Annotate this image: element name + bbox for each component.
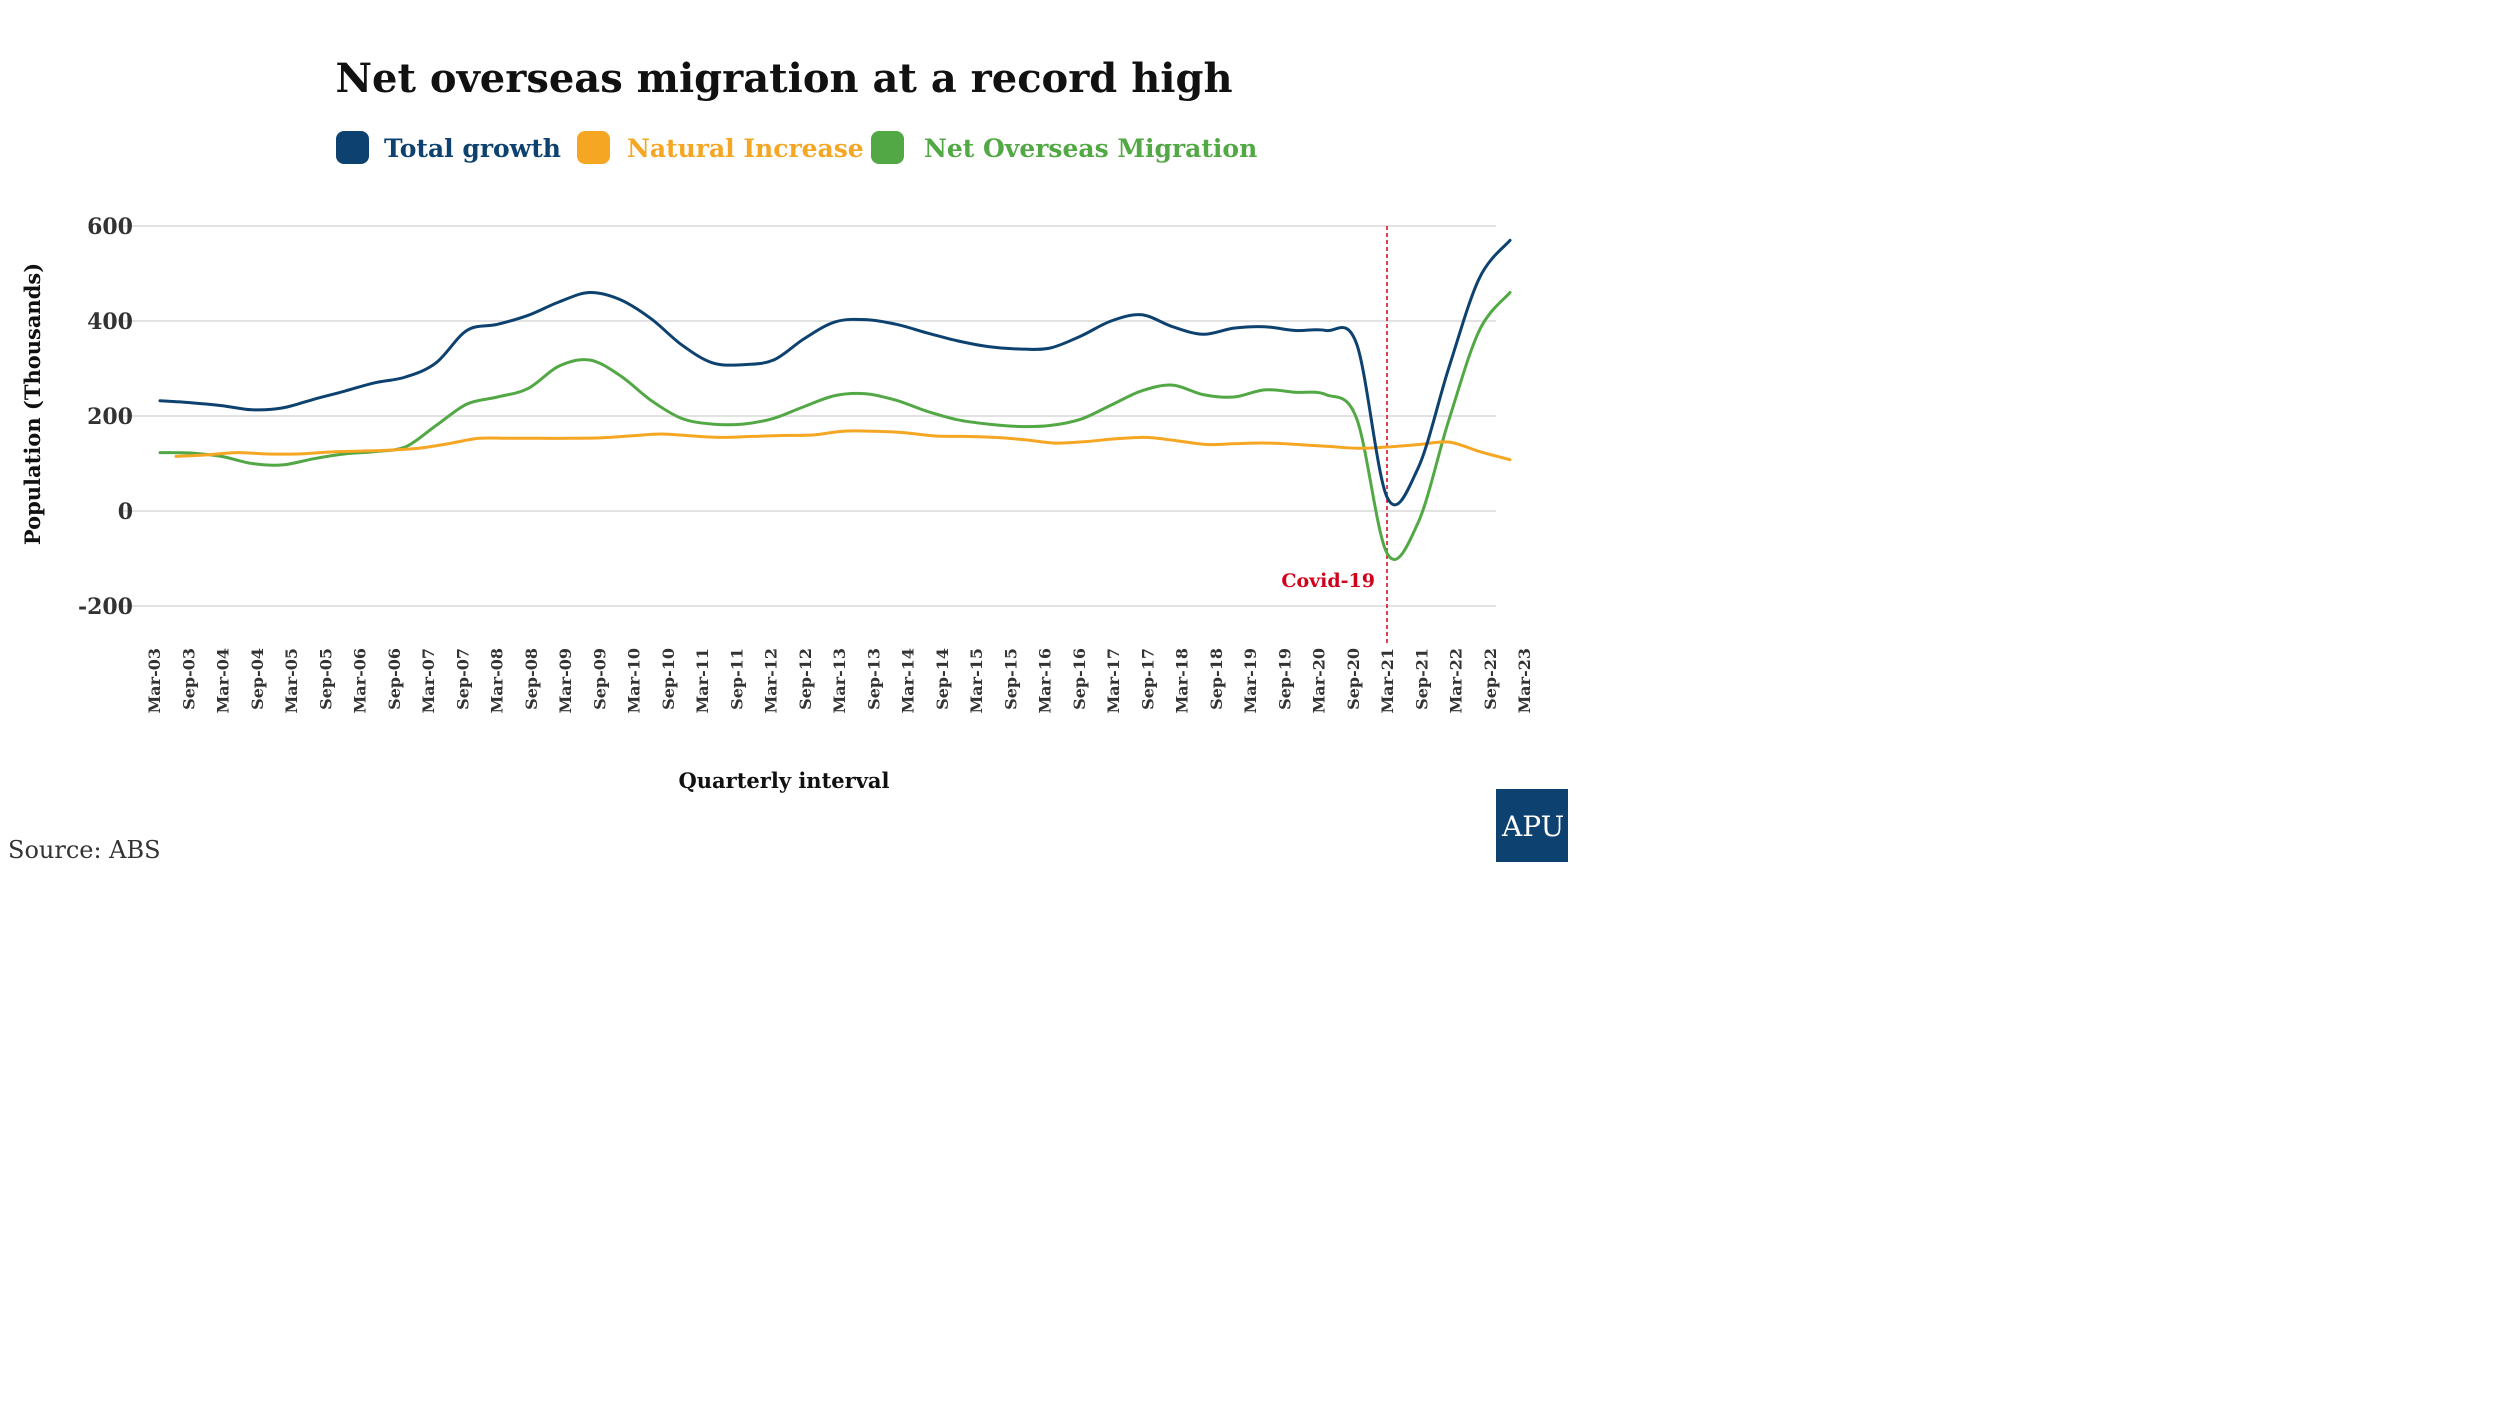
x-tick-label: Mar-21 [1378,648,1397,713]
x-tick-label: Sep-06 [385,648,404,710]
legend-label: Net Overseas Migration [924,134,1257,163]
apu-logo-text: APU [1501,810,1564,843]
x-tick-label: Mar-15 [967,648,986,713]
y-axis-ticks: 600 400 200 0 -200 [78,214,133,620]
legend-swatch [871,131,904,164]
x-tick-label: Mar-08 [488,648,507,713]
x-tick-label: Sep-15 [1001,648,1020,710]
x-tick-label: Mar-03 [145,648,164,713]
legend-label: Total growth [384,134,561,163]
y-tick-label: -200 [78,594,133,620]
x-tick-label: Sep-17 [1138,648,1157,710]
legend-label: Natural Increase [627,134,864,163]
x-tick-label: Mar-05 [282,648,301,713]
chart: Net overseas migration at a record high … [8,55,1568,864]
x-tick-label: Mar-14 [899,648,918,713]
x-tick-label: Sep-21 [1412,648,1431,710]
x-axis-label: Quarterly interval [678,768,889,793]
x-tick-label: Sep-19 [1275,648,1294,710]
legend: Total growth Natural Increase Net Overseas… [336,131,1257,164]
x-tick-label: Sep-04 [248,648,267,710]
x-tick-label: Mar-19 [1241,648,1260,713]
y-tick-label: 600 [87,214,133,240]
series-line-total-growth [158,238,1512,507]
x-tick-label: Mar-17 [1104,648,1123,713]
legend-swatch [577,131,610,164]
x-tick-label: Sep-10 [659,648,678,710]
x-tick-label: Mar-09 [556,648,575,713]
x-tick-label: Sep-05 [316,648,335,710]
x-tick-label: Sep-09 [590,648,609,710]
x-tick-label: Mar-23 [1515,648,1534,713]
y-tick-label: 0 [118,499,133,525]
x-tick-label: Sep-16 [1070,648,1089,710]
x-tick-label: Sep-13 [864,648,883,710]
x-tick-label: Mar-04 [214,648,233,713]
x-tick-label: Sep-14 [933,648,952,710]
x-tick-label: Sep-07 [453,648,472,710]
x-tick-label: Mar-12 [762,648,781,713]
x-axis-ticks: Mar-03 Sep-03 Mar-04 Sep-04 Mar-05 Sep-05 Mar-… [145,648,1534,713]
series-lines [158,238,1512,561]
series-line-natural-increase [174,429,1512,462]
y-tick-label: 400 [87,309,133,335]
y-axis-label: Population (Thousands) [20,263,45,545]
source-text: Source: ABS [8,836,161,864]
series-line-net-overseas-migration [158,291,1512,561]
x-tick-label: Mar-13 [830,648,849,713]
x-tick-label: Mar-06 [351,648,370,713]
legend-swatch [336,131,369,164]
gridlines [123,225,1496,607]
x-tick-label: Sep-18 [1207,648,1226,710]
x-tick-label: Sep-08 [522,648,541,710]
apu-logo: APU [1496,789,1568,862]
x-tick-label: Sep-03 [179,648,198,710]
covid-annotation: Covid-19 [1281,226,1388,646]
x-tick-label: Sep-22 [1481,648,1500,710]
apu-logo-box [1496,789,1568,862]
x-tick-label: Mar-10 [625,648,644,713]
x-tick-label: Mar-07 [419,648,438,713]
x-tick-label: Mar-22 [1447,648,1466,713]
y-tick-label: 200 [87,404,133,430]
x-tick-label: Mar-20 [1310,648,1329,713]
chart-title: Net overseas migration at a record high [335,55,1232,102]
x-tick-label: Sep-12 [796,648,815,710]
x-tick-label: Sep-20 [1344,648,1363,710]
x-tick-label: Mar-18 [1173,648,1192,713]
x-tick-label: Mar-16 [1036,648,1055,713]
covid-label: Covid-19 [1281,570,1375,592]
x-tick-label: Mar-11 [693,648,712,713]
x-tick-label: Sep-11 [727,648,746,710]
